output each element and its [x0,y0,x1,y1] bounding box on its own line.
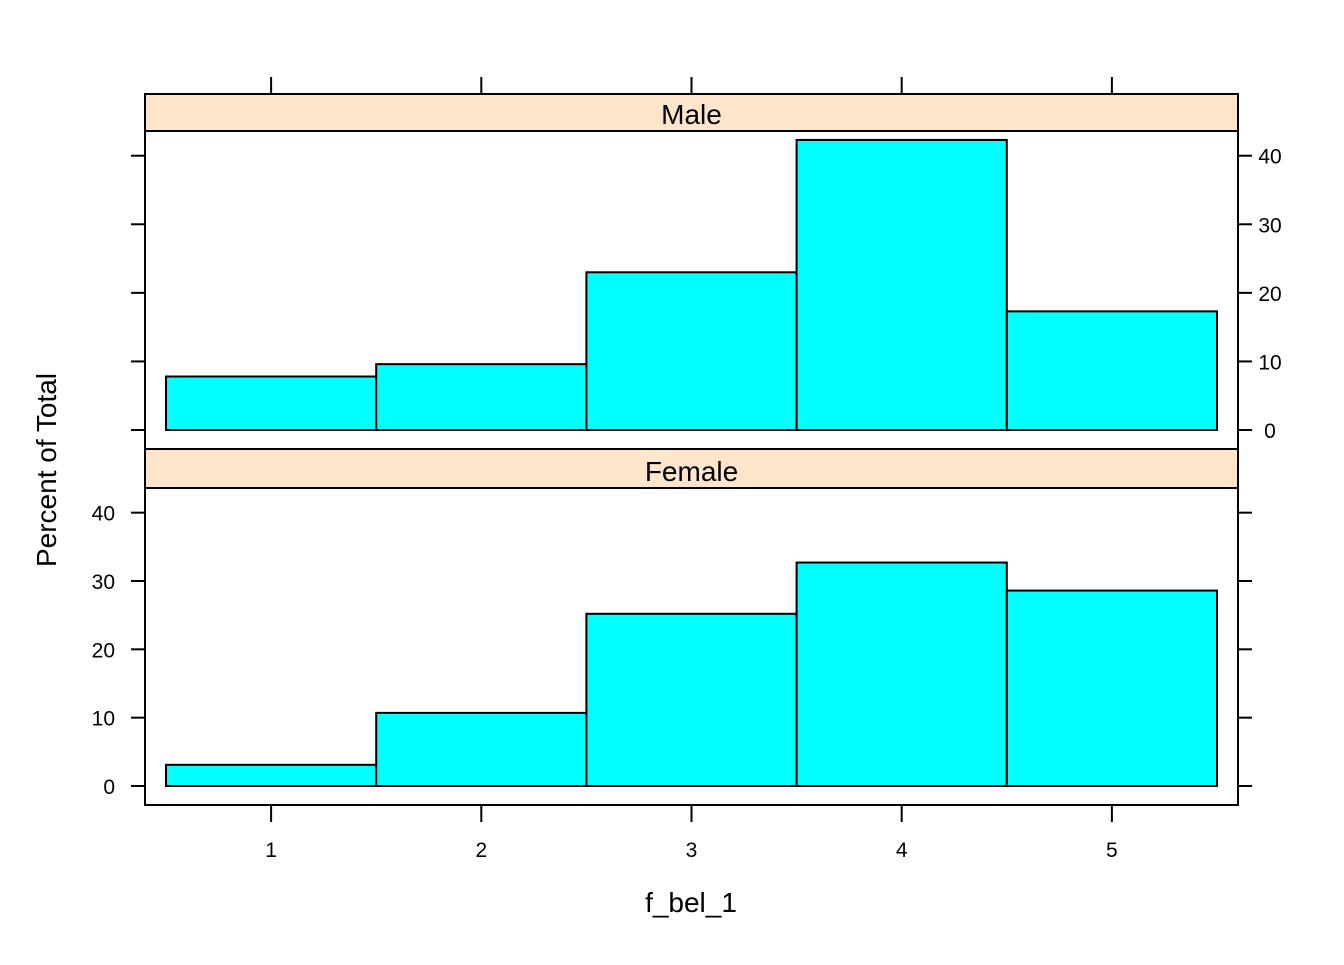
bar-female-4 [795,561,1008,787]
y-tick-label-right-0: 0 [1264,420,1276,443]
x-tick-label-2: 2 [475,839,487,862]
y-tick-label-right-10: 10 [1258,351,1281,374]
y-axis-title: Percent of Total [31,373,62,567]
bar-female-5 [1005,589,1218,787]
x-tick-label-5: 5 [1106,839,1118,862]
x-tick-label-4: 4 [896,839,908,862]
y-tick-label-left-20: 20 [92,639,115,662]
bar-male-2 [375,363,588,431]
strip-label-male: Male [661,99,722,130]
bar-female-3 [585,612,798,787]
bar-female-1 [165,763,378,787]
y-tick-label-left-10: 10 [92,708,115,731]
bar-male-3 [585,271,798,431]
plot-layer: Male 0 10 20 30 40 Female 0 10 20 30 40 1 2 3 4 5 [92,77,1282,862]
strip-label-female: Female [645,456,738,487]
bar-male-4 [795,138,1008,431]
x-tick-label-3: 3 [686,839,698,862]
bar-female-2 [375,711,588,788]
bar-male-1 [165,375,378,431]
x-tick-label-1: 1 [265,839,277,862]
y-tick-label-left-30: 30 [92,571,115,594]
x-axis-title: f_bel_1 [645,887,737,918]
y-tick-label-right-30: 30 [1258,214,1281,237]
y-tick-label-right-20: 20 [1258,283,1281,306]
strip-female [144,448,1239,489]
y-tick-label-right-40: 40 [1258,146,1281,169]
bar-male-5 [1005,310,1218,431]
y-tick-label-left-0: 0 [103,776,115,799]
y-tick-label-left-40: 40 [92,503,115,526]
